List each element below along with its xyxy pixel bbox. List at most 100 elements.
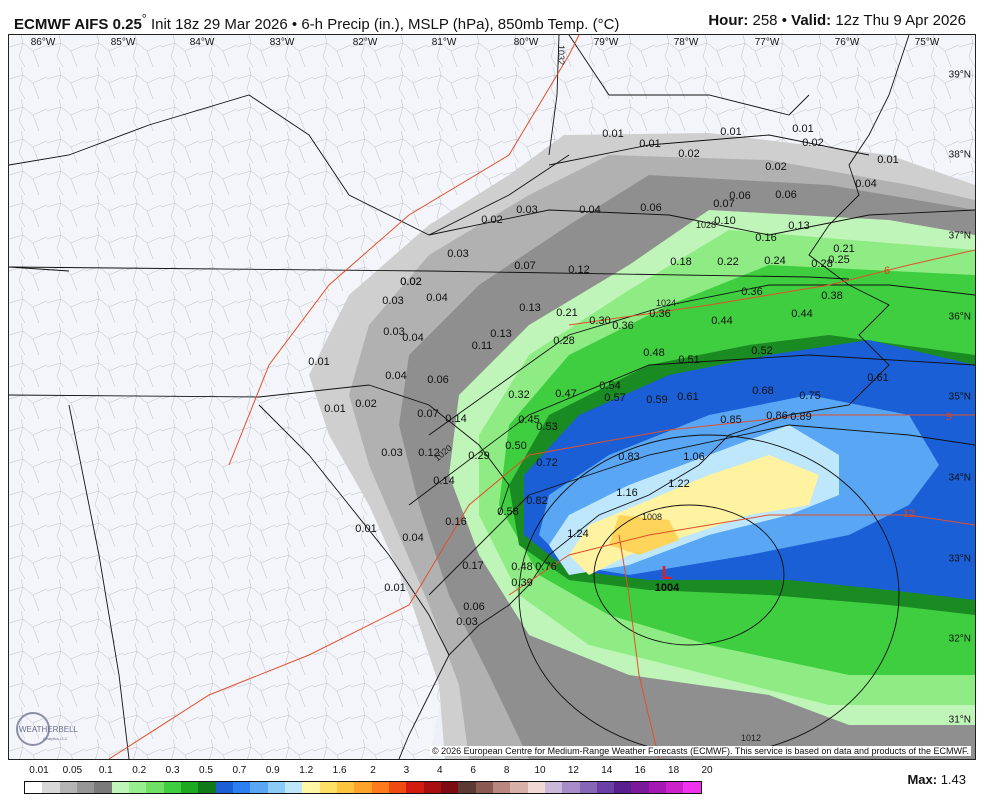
legend-swatch	[666, 782, 684, 793]
legend-tick: 0.5	[199, 765, 213, 776]
forecast-map: 86°W 85°W 84°W 83°W 82°W 81°W 80°W 79°W …	[8, 34, 976, 760]
field-description: 6-h Precip (in.), MSLP (hPa), 850mb Temp…	[301, 16, 620, 33]
separator-bullet: •	[291, 16, 298, 33]
legend-swatch	[388, 782, 407, 793]
logo-text: WEATHERBELL	[19, 725, 79, 734]
legend-swatch	[544, 782, 563, 793]
legend-swatch	[267, 782, 285, 793]
isobar-label: 1028	[695, 220, 717, 230]
weatherbell-logo: WEATHERBELL Analytics LLC	[13, 707, 93, 747]
legend-swatch	[631, 782, 649, 793]
isobar-1024	[428, 209, 975, 236]
model-name: ECMWF AIFS 0.25	[14, 16, 142, 33]
lat-label: 37°N	[948, 230, 971, 242]
legend-swatch	[42, 782, 60, 793]
isotherm-12-south	[618, 534, 660, 759]
hour-label: Hour:	[708, 12, 749, 29]
legend-tick: 0.1	[98, 765, 113, 776]
low-symbol: L	[661, 563, 673, 583]
legend-swatch	[406, 782, 424, 793]
max-value: Max: 1.43	[907, 772, 966, 787]
legend-swatch	[163, 782, 181, 793]
lat-label: 33°N	[948, 553, 971, 565]
legend-swatch	[284, 782, 303, 793]
lat-label: 34°N	[948, 472, 971, 484]
lon-label: 85°W	[110, 37, 136, 48]
isobar-label: 1012	[740, 733, 762, 743]
isobar-1008	[593, 504, 785, 646]
legend-colorbar	[24, 781, 702, 794]
lat-label: 35°N	[948, 391, 971, 403]
legend-swatch	[475, 782, 493, 793]
low-pressure-value: 1004	[654, 582, 680, 594]
legend-swatch	[458, 782, 476, 793]
legend-swatch	[319, 782, 337, 793]
lon-label: 79°W	[593, 37, 619, 48]
legend-swatch	[111, 782, 129, 793]
legend-tick: 6	[470, 765, 476, 776]
lon-label: 83°W	[269, 37, 295, 48]
legend-tick: 0.9	[265, 765, 280, 776]
legend-swatch	[510, 782, 528, 793]
legend-tick: 1.6	[332, 765, 347, 776]
legend-tick: 0.7	[232, 765, 247, 776]
logo-subtext: Analytics LLC	[43, 736, 68, 741]
precip-shading	[9, 35, 975, 759]
lat-label: 39°N	[948, 69, 971, 81]
legend-tick: 18	[668, 765, 680, 776]
legend-tick: 10	[534, 765, 546, 776]
state-line-sc-ga	[258, 404, 450, 656]
legend-swatch	[492, 782, 511, 793]
title-right: Hour: 258 • Valid: 12z Thu 9 Apr 2026	[708, 12, 966, 29]
isotherm-12	[508, 514, 975, 596]
max-label: Max:	[907, 772, 938, 787]
legend-swatch	[94, 782, 112, 793]
legend-swatch	[614, 782, 632, 793]
state-line-va-nc	[9, 266, 850, 280]
lat-label: 38°N	[948, 149, 971, 161]
isobar-1012a	[428, 424, 975, 596]
valid-time: 12z Thu 9 Apr 2026	[835, 12, 966, 29]
legend-swatch	[440, 782, 459, 793]
state-line-ga-tn	[9, 384, 370, 398]
legend-swatch	[146, 782, 164, 793]
legend-swatch	[562, 782, 580, 793]
legend-tick: 2	[370, 765, 376, 776]
legend-swatch	[250, 782, 268, 793]
isobar-1032	[548, 35, 560, 156]
isobar-1020	[428, 284, 975, 436]
lon-label: 84°W	[189, 37, 215, 48]
copyright-credit: © 2026 European Centre for Medium-Range …	[429, 746, 971, 756]
isobar-label: 1008	[641, 512, 663, 522]
max-precip: 1.43	[940, 772, 966, 787]
lon-label: 82°W	[352, 37, 378, 48]
legend-tick: 12	[567, 765, 579, 776]
legend-tick: 0.3	[165, 765, 180, 776]
legend-swatch	[336, 782, 355, 793]
legend-swatch	[683, 782, 701, 793]
lon-label: 78°W	[673, 37, 699, 48]
degree-mark: °	[141, 12, 147, 26]
legend-swatch	[198, 782, 216, 793]
lon-label: 86°W	[30, 37, 56, 48]
isobar-label: 1024	[655, 298, 677, 308]
legend-tick: 4	[437, 765, 443, 776]
isotherm-label: 9	[945, 411, 953, 423]
isotherm-6	[228, 35, 580, 466]
legend-swatch	[180, 782, 199, 793]
lon-label: 80°W	[513, 37, 539, 48]
legend-tick: 0.01	[29, 765, 49, 776]
header-bar: ECMWF AIFS 0.25° Init 18z 29 Mar 2026 • …	[0, 0, 984, 34]
legend-swatch	[648, 782, 667, 793]
legend-swatch	[76, 782, 95, 793]
isotherms	[108, 35, 975, 759]
legend-swatch	[59, 782, 77, 793]
lat-label: 31°N	[948, 714, 971, 726]
legend-swatch	[128, 782, 147, 793]
state-line-md	[568, 35, 810, 116]
state-line-ky-tn	[9, 266, 70, 272]
lon-label: 77°W	[754, 37, 780, 48]
lon-label: 75°W	[914, 37, 940, 48]
legend-swatch	[423, 782, 441, 793]
legend-tick: 20	[701, 765, 713, 776]
